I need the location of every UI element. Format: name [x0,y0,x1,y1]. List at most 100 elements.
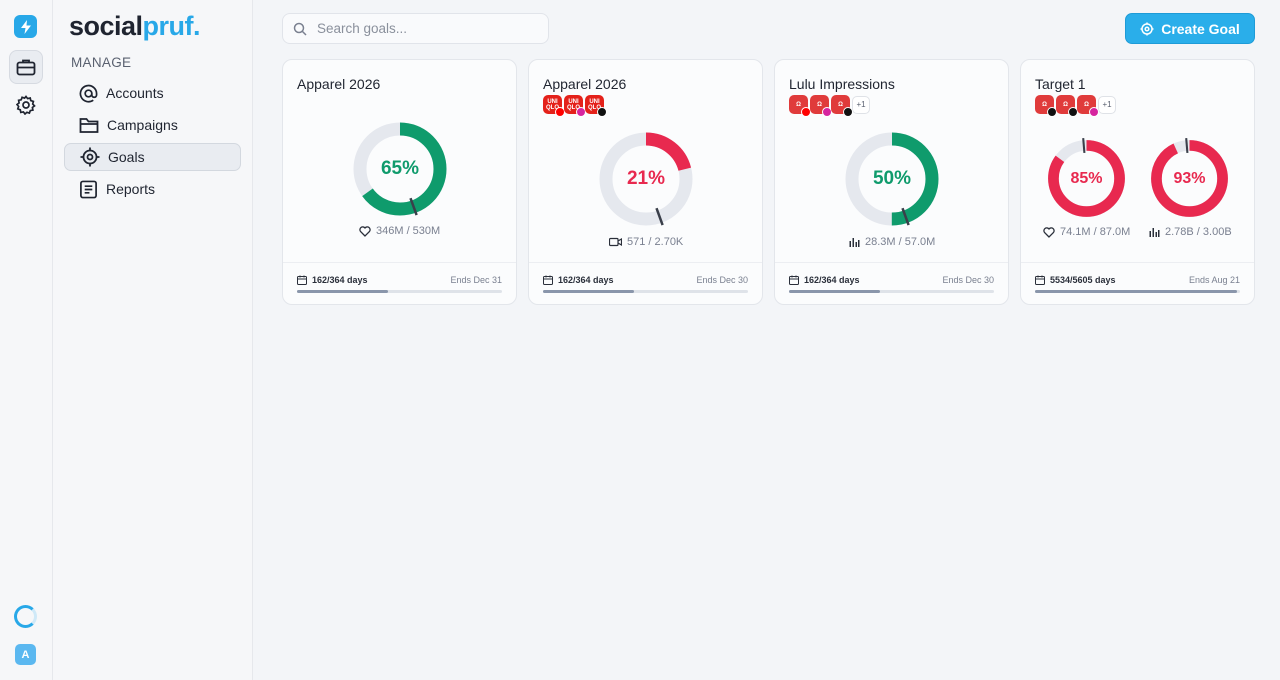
create-goal-label: Create Goal [1161,20,1240,37]
time-progress-fill [789,290,881,293]
goal-metric: 28.3M / 57.0M [849,236,935,248]
goal-metric: 2.78B / 3.00B [1149,226,1232,238]
sidebar-section-label: MANAGE [71,55,132,70]
user-avatar[interactable]: A [15,644,36,665]
search-bar[interactable] [282,13,549,44]
goal-title: Target 1 [1035,76,1086,92]
sidebar-item-campaigns[interactable]: Campaigns [64,111,241,139]
time-marker [655,207,664,226]
heart-icon [1043,226,1055,238]
app-logo[interactable]: socialpruf. [69,11,201,41]
video-icon [609,237,622,247]
card-divider [775,262,1008,263]
end-date: Ends Dec 30 [942,275,994,285]
goal-card[interactable]: Apparel 2026 UNI QLO UNI QLO UNI QLO 21% 57… [528,59,763,305]
sidebar-item-reports[interactable]: Reports [64,175,241,203]
sidebar: socialpruf. MANAGE Accounts Campaigns Go… [53,0,253,680]
goal-title: Apparel 2026 [543,76,627,92]
goal-metric: 571 / 2.70K [609,236,683,248]
uniqlo-logo-icon: UNI QLO [564,95,586,117]
days-count: 5534/5605 days [1035,275,1116,285]
calendar-icon [297,275,307,285]
report-icon [80,180,97,198]
goal-metric: 346M / 530M [359,225,440,237]
briefcase-icon[interactable] [9,50,43,84]
calendar-icon [543,275,553,285]
card-divider [283,262,516,263]
lululemon-logo-icon: Ω [1077,95,1099,117]
end-date: Ends Dec 30 [696,275,748,285]
donut-arc [1151,140,1228,217]
time-progress-bar [297,290,502,293]
uniqlo-logo-icon: UNI QLO [585,95,607,117]
calendar-icon [1035,275,1045,285]
time-progress-fill [543,290,635,293]
folder-icon [79,118,99,133]
progress-donut: 50% [843,130,941,228]
donut-arc [353,122,447,216]
bar-chart-icon [1149,228,1160,237]
search-input[interactable] [317,21,527,36]
more-accounts-badge[interactable]: +1 [1098,95,1116,114]
metric-value: 346M / 530M [376,225,441,237]
donut-percentage: 85% [1070,169,1103,187]
time-marker [901,207,910,226]
sidebar-item-accounts[interactable]: Accounts [64,79,241,107]
progress-donut: 93% [1149,138,1230,219]
lululemon-logo-icon: Ω [1056,95,1078,117]
heart-icon [359,225,371,237]
time-marker [1185,138,1189,154]
sidebar-item-label: Campaigns [107,117,178,133]
time-progress-fill [1035,290,1238,293]
donut-percentage: 93% [1173,169,1206,187]
metric-value: 74.1M / 87.0M [1060,226,1131,238]
sidebar-item-goals[interactable]: Goals [64,143,241,171]
target-icon [1140,22,1154,35]
uniqlo-logo-icon: UNI QLO [543,95,565,117]
account-badges: Ω Ω Ω +1 [1035,95,1116,117]
loading-spinner-icon [14,605,37,628]
time-marker [1082,138,1086,154]
progress-donut: 85% [1046,138,1127,219]
donut-arc [845,132,939,226]
time-progress-bar [789,290,994,293]
goal-metric: 74.1M / 87.0M [1043,226,1130,238]
time-progress-bar [543,290,748,293]
icon-rail: A [0,0,53,680]
create-goal-button[interactable]: Create Goal [1125,13,1255,44]
target-icon [80,147,100,167]
progress-donut: 65% [351,120,449,218]
goal-title: Apparel 2026 [297,76,381,92]
days-count: 162/364 days [297,275,368,285]
days-count: 162/364 days [543,275,614,285]
time-progress-bar [1035,290,1240,293]
donut-arc [599,132,693,226]
more-accounts-badge[interactable]: +1 [852,95,870,114]
time-marker [409,197,418,216]
tiktok-icon [843,107,853,117]
progress-donut: 21% [597,130,695,228]
lululemon-logo-icon: Ω [810,95,832,117]
instagram-icon [1089,107,1099,117]
lululemon-logo-icon: Ω [831,95,853,117]
bolt-logo-icon[interactable] [14,15,37,38]
search-icon [293,22,307,36]
donut-percentage: 21% [626,168,666,189]
bar-chart-icon [849,238,860,247]
donut-percentage: 50% [872,168,912,189]
lululemon-logo-icon: Ω [1035,95,1057,117]
donut-arc [1048,140,1125,217]
end-date: Ends Dec 31 [450,275,502,285]
lululemon-logo-icon: Ω [789,95,811,117]
gear-icon[interactable] [9,88,43,122]
account-badges: UNI QLO UNI QLO UNI QLO [543,95,607,117]
goal-card[interactable]: Target 1 Ω Ω Ω +1 85% 74.1M / 87.0M 93% … [1020,59,1255,305]
time-progress-fill [297,290,389,293]
days-count: 162/364 days [789,275,860,285]
metric-value: 2.78B / 3.00B [1165,226,1232,238]
tiktok-icon [597,107,607,117]
donut-percentage: 65% [380,158,420,179]
account-badges: Ω Ω Ω +1 [789,95,870,117]
goal-card[interactable]: Lulu Impressions Ω Ω Ω +1 50% 28.3M / 57… [774,59,1009,305]
goal-card[interactable]: Apparel 2026 65% 346M / 530M 162/364 day… [282,59,517,305]
